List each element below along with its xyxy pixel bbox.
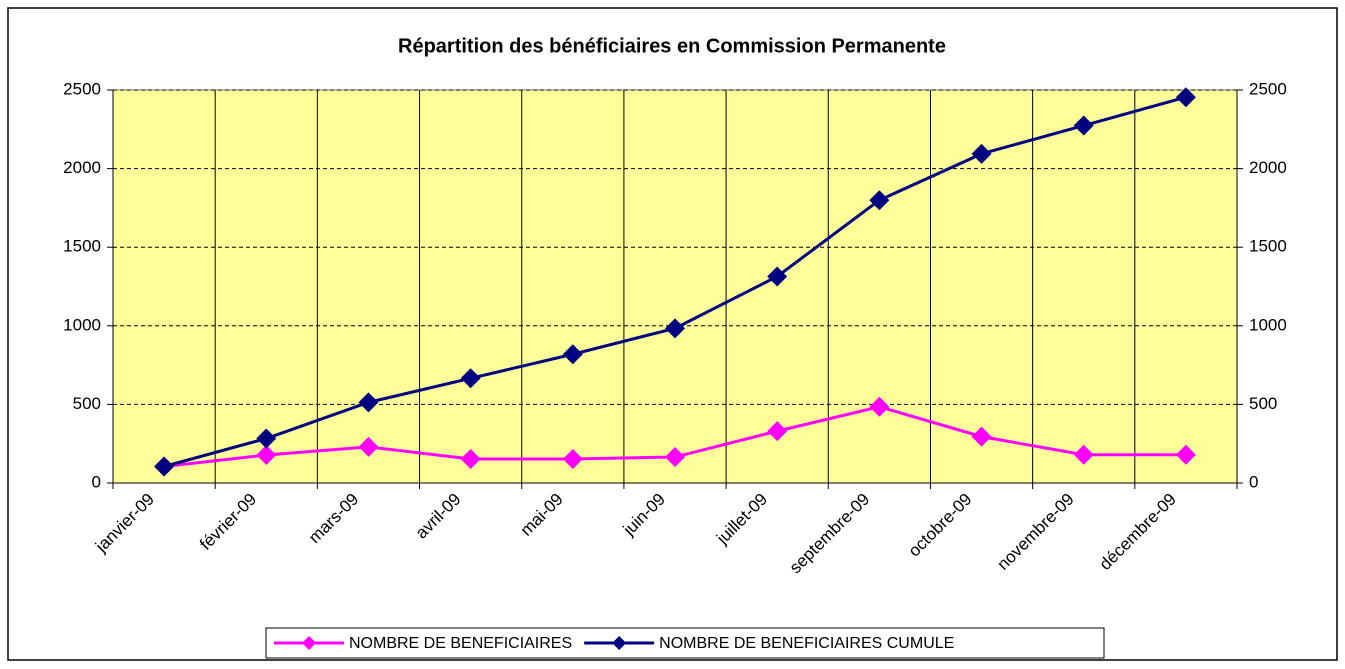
marker xyxy=(358,436,379,457)
marker xyxy=(1073,115,1094,136)
y-tick-label: 0 xyxy=(92,472,101,491)
marker xyxy=(1073,444,1094,465)
y2-tick-label: 500 xyxy=(1249,394,1277,413)
marker xyxy=(460,368,481,389)
legend-box xyxy=(265,627,1105,659)
marker xyxy=(256,428,277,449)
y-tick-label: 1500 xyxy=(63,237,101,256)
marker xyxy=(154,456,175,477)
marker xyxy=(460,448,481,469)
marker xyxy=(971,426,992,447)
marker xyxy=(562,448,583,469)
y-tick-label: 500 xyxy=(73,394,101,413)
y2-tick-label: 1500 xyxy=(1249,237,1287,256)
marker xyxy=(767,421,788,442)
legend-marker xyxy=(612,636,627,650)
marker xyxy=(767,266,788,287)
marker xyxy=(869,190,890,211)
marker xyxy=(869,396,890,417)
y-tick-label: 1000 xyxy=(63,315,101,334)
chart-title: Répartition des bénéficiaires en Commiss… xyxy=(398,35,946,57)
y2-tick-label: 2500 xyxy=(1249,79,1287,98)
y2-tick-label: 0 xyxy=(1249,472,1258,491)
marker xyxy=(1175,444,1196,465)
marker xyxy=(358,392,379,413)
y-tick-label: 2500 xyxy=(63,79,101,98)
marker xyxy=(665,447,685,468)
legend-label: NOMBRE DE BENEFICIAIRES CUMULE xyxy=(659,635,954,652)
marker xyxy=(256,445,277,466)
y-tick-label: 2000 xyxy=(63,158,101,177)
legend-label: NOMBRE DE BENEFICIAIRES xyxy=(349,635,572,652)
marker xyxy=(665,318,685,339)
y2-tick-label: 1000 xyxy=(1249,315,1287,334)
marker xyxy=(971,143,992,164)
legend-marker xyxy=(302,636,316,650)
plot-background xyxy=(112,89,1238,484)
y2-tick-label: 2000 xyxy=(1249,158,1287,177)
marker xyxy=(562,344,583,365)
marker xyxy=(1175,87,1196,108)
